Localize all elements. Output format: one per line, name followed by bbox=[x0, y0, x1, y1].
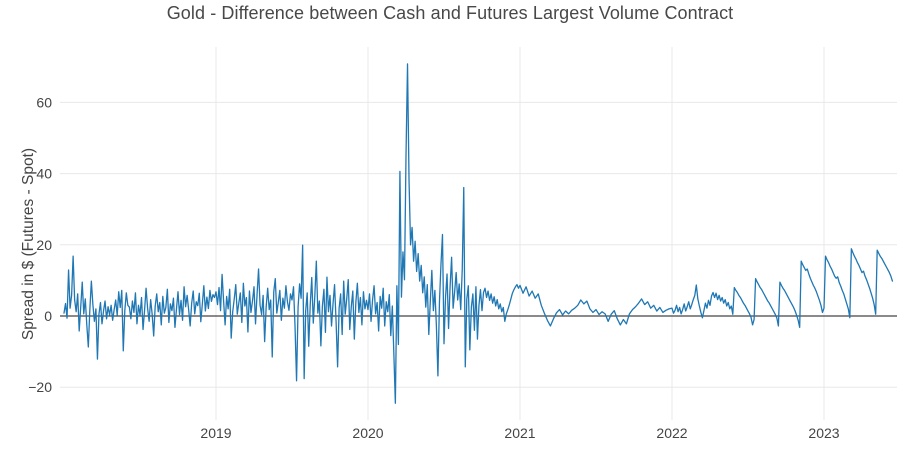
x-tick-label: 2019 bbox=[200, 425, 231, 441]
x-tick-label: 2021 bbox=[504, 425, 535, 441]
y-axis-tick-labels: −20 0 20 40 60 bbox=[28, 94, 52, 395]
x-tick-label: 2022 bbox=[656, 425, 687, 441]
plot-area[interactable] bbox=[60, 47, 897, 418]
chart-title: Gold - Difference between Cash and Futur… bbox=[166, 3, 734, 23]
y-tick-label: 0 bbox=[44, 308, 52, 324]
y-tick-label: −20 bbox=[28, 379, 52, 395]
y-tick-label: 40 bbox=[36, 166, 52, 182]
y-tick-label: 20 bbox=[36, 237, 52, 253]
x-axis-tick-labels: 2019 2020 2021 2022 2023 bbox=[200, 425, 839, 441]
gridlines bbox=[60, 47, 897, 420]
y-tick-label: 60 bbox=[36, 94, 52, 110]
x-tick-label: 2023 bbox=[808, 425, 839, 441]
spread-line bbox=[63, 63, 894, 404]
x-tick-label: 2020 bbox=[352, 425, 383, 441]
